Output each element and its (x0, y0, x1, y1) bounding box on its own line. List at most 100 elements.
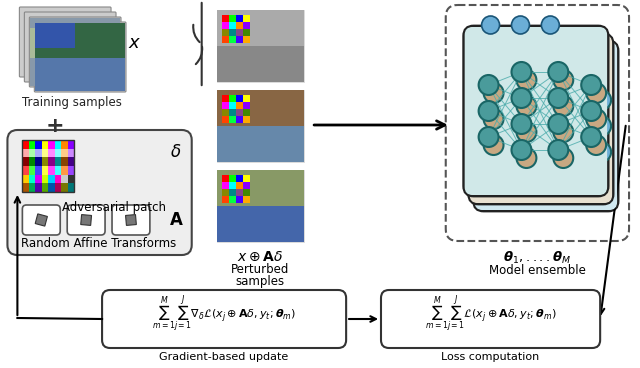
Bar (236, 116, 243, 123)
Circle shape (516, 148, 536, 168)
Bar (243, 182, 250, 189)
Bar (30, 18, 120, 86)
Bar (216, 170, 304, 242)
Bar (42, 166, 48, 175)
Bar (61, 140, 68, 149)
Circle shape (586, 83, 606, 103)
Circle shape (488, 116, 509, 136)
Bar (48, 175, 55, 183)
Bar (48, 149, 55, 158)
Bar (61, 175, 68, 183)
FancyBboxPatch shape (67, 205, 105, 235)
Bar (22, 166, 29, 175)
Circle shape (511, 88, 531, 108)
Bar (221, 15, 228, 22)
Circle shape (516, 70, 536, 90)
Bar (48, 183, 55, 192)
Circle shape (558, 77, 578, 97)
Bar (55, 158, 61, 166)
Circle shape (591, 90, 611, 110)
Bar (236, 175, 243, 182)
Text: Training samples: Training samples (22, 96, 122, 109)
Bar (221, 196, 228, 203)
Bar (221, 109, 228, 116)
Circle shape (558, 129, 578, 149)
Bar (216, 170, 304, 242)
Bar (228, 102, 236, 109)
Text: Perturbed: Perturbed (231, 263, 290, 276)
FancyBboxPatch shape (19, 7, 111, 77)
Bar (35, 149, 42, 158)
Bar (48, 140, 55, 149)
Bar (221, 36, 228, 43)
Circle shape (516, 122, 536, 142)
Bar (22, 183, 29, 192)
Bar (42, 158, 48, 166)
Bar (68, 158, 74, 166)
Circle shape (511, 114, 531, 134)
FancyBboxPatch shape (465, 27, 607, 195)
Circle shape (522, 103, 541, 123)
Bar (228, 15, 236, 22)
Bar (228, 196, 236, 203)
Bar (243, 196, 250, 203)
Bar (61, 183, 68, 192)
Text: Random Affine Transforms: Random Affine Transforms (22, 237, 177, 250)
Bar (35, 23, 75, 48)
Bar (216, 10, 304, 82)
Bar (48, 166, 55, 175)
Circle shape (591, 116, 611, 136)
Bar (42, 183, 48, 192)
Bar (236, 29, 243, 36)
Bar (236, 15, 243, 22)
Polygon shape (125, 215, 136, 226)
Bar (228, 116, 236, 123)
Bar (216, 10, 304, 46)
Circle shape (479, 127, 499, 147)
Bar (29, 183, 35, 192)
Bar (221, 95, 228, 102)
Bar (236, 36, 243, 43)
Text: $\boldsymbol{\theta}_1, .... \boldsymbol{\theta}_M$: $\boldsymbol{\theta}_1, .... \boldsymbol… (503, 250, 572, 266)
Bar (243, 116, 250, 123)
Text: $\mathbf{A}$: $\mathbf{A}$ (169, 211, 184, 229)
Bar (228, 36, 236, 43)
Text: +: + (46, 116, 65, 136)
Circle shape (541, 16, 559, 34)
Bar (55, 183, 61, 192)
Circle shape (479, 75, 499, 95)
FancyBboxPatch shape (24, 12, 116, 82)
Circle shape (488, 90, 509, 110)
FancyBboxPatch shape (112, 205, 150, 235)
Bar (35, 183, 42, 192)
Bar (22, 140, 29, 149)
Circle shape (511, 16, 529, 34)
Bar (216, 170, 304, 206)
Bar (55, 175, 61, 183)
Circle shape (488, 142, 509, 162)
Bar (61, 149, 68, 158)
Bar (68, 175, 74, 183)
Circle shape (484, 109, 504, 129)
Bar (68, 149, 74, 158)
Text: $\sum_{m=1}^{M}\sum_{j=1}^{J}\mathcal{L}(x_j \oplus \mathbf{A}\delta, y_t; \bold: $\sum_{m=1}^{M}\sum_{j=1}^{J}\mathcal{L}… (425, 293, 556, 335)
Bar (216, 90, 304, 162)
Bar (22, 175, 29, 183)
Text: $\delta$: $\delta$ (170, 143, 182, 161)
Bar (29, 149, 35, 158)
Bar (243, 109, 250, 116)
Circle shape (554, 70, 573, 90)
Bar (221, 189, 228, 196)
Text: Loss computation: Loss computation (442, 352, 540, 362)
Bar (29, 175, 35, 183)
Bar (22, 158, 29, 166)
Circle shape (522, 155, 541, 175)
Bar (243, 95, 250, 102)
Circle shape (586, 109, 606, 129)
FancyBboxPatch shape (474, 41, 618, 211)
Bar (228, 95, 236, 102)
Bar (22, 149, 29, 158)
Bar (55, 166, 61, 175)
Bar (243, 189, 250, 196)
Bar (55, 149, 61, 158)
